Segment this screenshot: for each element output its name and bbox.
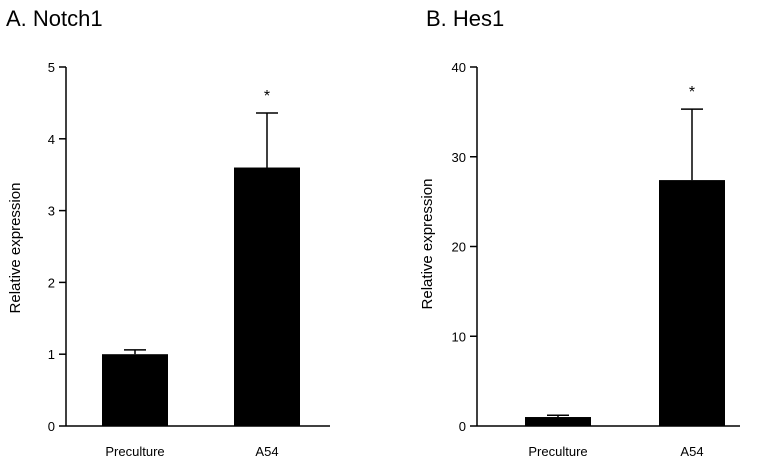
x-tick-label: Preculture [105, 444, 164, 459]
y-tick-label: 40 [452, 60, 466, 75]
y-tick-label: 5 [48, 60, 55, 75]
bar-preculture [525, 417, 591, 426]
y-tick-label: 4 [48, 132, 55, 147]
bar-a54 [234, 167, 300, 426]
panel-a-notch1: A. Notch1 Relative expression 0 1 2 3 4 5 Prec… [6, 6, 330, 459]
axes: 0 1 2 3 4 5 Preculture A54 * [48, 60, 330, 459]
y-tick-label: 0 [459, 419, 466, 434]
y-tick-label: 2 [48, 275, 55, 290]
x-tick-label: A54 [680, 444, 703, 459]
y-tick-label: 30 [452, 150, 466, 165]
significance-marker: * [264, 88, 270, 105]
significance-marker: * [689, 84, 695, 101]
panel-b-hes1: B. Hes1 Relative expression 0 10 20 30 40 Pre… [419, 6, 740, 459]
y-tick-label: 10 [452, 329, 466, 344]
x-tick-label: A54 [255, 444, 278, 459]
y-axis-label: Relative expression [419, 179, 436, 310]
x-tick-label: Preculture [528, 444, 587, 459]
axes: 0 10 20 30 40 Preculture A54 * [452, 60, 740, 459]
y-tick-label: 1 [48, 347, 55, 362]
y-tick-label: 3 [48, 204, 55, 219]
chart-title: B. Hes1 [426, 6, 504, 31]
chart-title: A. Notch1 [6, 6, 103, 31]
bar-a54 [659, 180, 725, 426]
y-tick-label: 0 [48, 419, 55, 434]
y-tick-label: 20 [452, 240, 466, 255]
y-axis-label: Relative expression [7, 183, 24, 314]
bar-preculture [102, 354, 168, 426]
